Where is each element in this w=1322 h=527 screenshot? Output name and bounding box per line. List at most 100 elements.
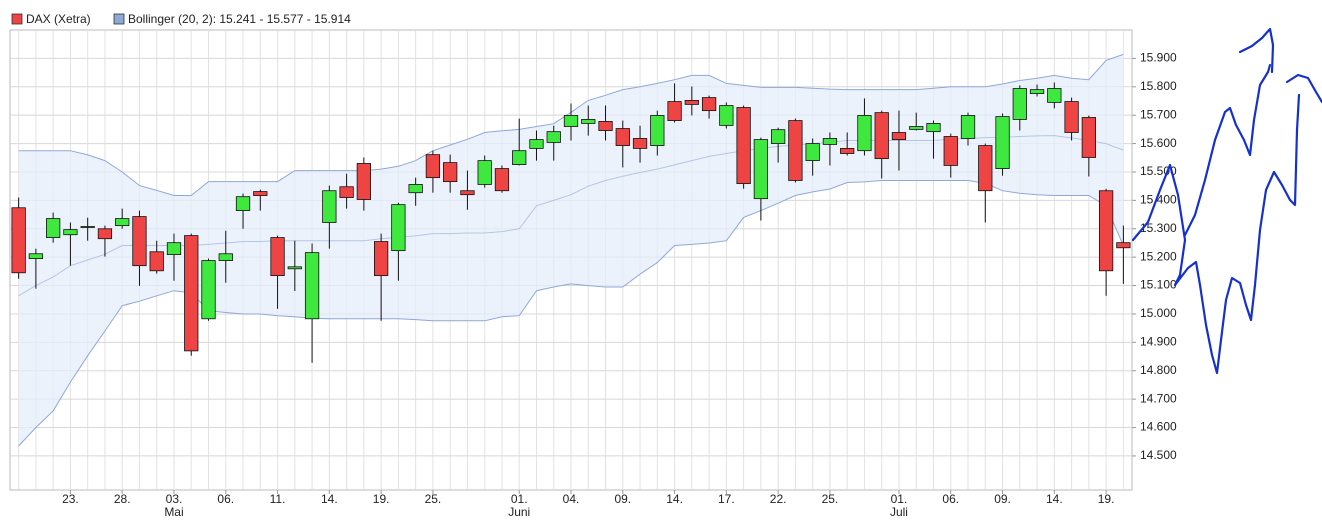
candle-body: [28, 253, 44, 259]
candle-body: [1081, 117, 1096, 158]
candle-body: [684, 100, 699, 105]
y-tick-label: 15.100: [1140, 278, 1177, 292]
y-tick-label: 14.700: [1140, 391, 1177, 405]
x-tick-label: 28.: [114, 492, 131, 506]
legend-label: Bollinger (20, 2): 15.241 - 15.577 - 15.…: [128, 12, 351, 26]
y-tick-label: 14.600: [1140, 420, 1177, 434]
candle-body: [960, 115, 976, 139]
candle-body: [339, 186, 354, 198]
candle-body: [840, 148, 855, 154]
band-middle: [18, 135, 1124, 297]
y-tick-label: 15.400: [1140, 193, 1177, 207]
candle-body: [97, 228, 113, 240]
candle-body: [425, 154, 441, 179]
candle-body: [304, 252, 320, 320]
candle-body: [80, 226, 95, 228]
candle-body: [11, 207, 26, 274]
candle-body: [494, 168, 510, 192]
candle-body: [218, 253, 233, 261]
x-tick-label: 22.: [770, 492, 787, 506]
candle-body: [874, 112, 889, 160]
candle-body: [667, 101, 682, 121]
x-tick-label: 06.: [942, 492, 959, 506]
candle-body: [460, 190, 475, 196]
candle-body: [322, 190, 337, 223]
x-tick-label: 01.: [511, 492, 528, 506]
y-tick-label: 15.900: [1140, 51, 1177, 65]
x-tick-label: 09.: [614, 492, 631, 506]
candle-body: [632, 138, 648, 149]
month-label: Juli: [890, 505, 908, 519]
candle-body: [270, 237, 285, 277]
candle-body: [235, 196, 251, 211]
candle-body: [46, 218, 61, 238]
candle-body: [753, 139, 769, 200]
y-tick-label: 14.500: [1140, 448, 1177, 462]
candle-body: [356, 163, 371, 200]
x-tick-label: 06.: [217, 492, 234, 506]
y-tick-label: 14.800: [1140, 363, 1177, 377]
y-tick-label: 15.600: [1140, 136, 1177, 150]
candle-body: [443, 162, 458, 183]
candle-body: [943, 136, 958, 166]
candle-body: [771, 129, 786, 144]
candle-body: [598, 121, 613, 131]
x-tick-label: 01.: [891, 492, 908, 506]
legend-swatch: [113, 13, 125, 25]
candle-body: [546, 131, 561, 143]
candle-body: [63, 229, 78, 236]
candle-body: [1064, 101, 1079, 133]
candle-body: [391, 204, 406, 252]
legend-swatch: [11, 13, 23, 25]
x-tick-label: 14.: [321, 492, 338, 506]
candle-body: [995, 116, 1010, 169]
x-tick-label: 11.: [270, 492, 286, 506]
x-tick-label: 19.: [373, 492, 390, 506]
candle-body: [253, 191, 268, 196]
candle-body: [857, 115, 872, 152]
candle-body: [166, 242, 182, 256]
x-tick-label: 25.: [822, 492, 839, 506]
y-tick-label: 14.900: [1140, 335, 1177, 349]
candle-body: [184, 235, 199, 352]
x-tick-label: 17.: [718, 492, 735, 506]
x-tick-label: 25.: [425, 492, 442, 506]
candle-body: [615, 128, 630, 146]
x-tick-label: 14.: [1046, 492, 1063, 506]
candle-body: [115, 218, 130, 227]
y-tick-label: 15.800: [1140, 79, 1177, 93]
month-label: Mai: [164, 505, 183, 519]
x-tick-label: 23.: [62, 492, 79, 506]
candle-body: [650, 115, 665, 146]
y-tick-label: 15.000: [1140, 306, 1177, 320]
candle-body: [581, 119, 596, 124]
x-tick-label: 14.: [666, 492, 683, 506]
y-tick-label: 15.300: [1140, 221, 1177, 235]
candle-body: [805, 143, 820, 162]
candle-body: [1047, 88, 1062, 103]
candle-body: [891, 132, 907, 141]
legend-label: DAX (Xetra): [26, 12, 91, 26]
candle-body: [149, 251, 164, 272]
candle-body: [563, 115, 579, 127]
candle-body: [132, 216, 147, 267]
x-tick-label: 09.: [994, 492, 1011, 506]
candle-body: [1116, 242, 1131, 249]
candle-body: [287, 266, 302, 270]
candle-body: [1012, 88, 1027, 120]
candle-body: [788, 120, 803, 181]
candle-body: [978, 145, 993, 192]
y-tick-label: 15.700: [1140, 107, 1177, 121]
candle-body: [529, 139, 544, 149]
candle-body: [512, 150, 527, 165]
candle-body: [373, 241, 389, 277]
candle-body: [1098, 190, 1114, 272]
candle-body: [909, 126, 924, 130]
x-tick-label: 03.: [166, 492, 183, 506]
candle-body: [477, 160, 492, 185]
candle-body: [201, 260, 216, 320]
candle-body: [1029, 89, 1045, 95]
month-label: Juni: [508, 505, 530, 519]
y-tick-label: 15.200: [1140, 249, 1177, 263]
